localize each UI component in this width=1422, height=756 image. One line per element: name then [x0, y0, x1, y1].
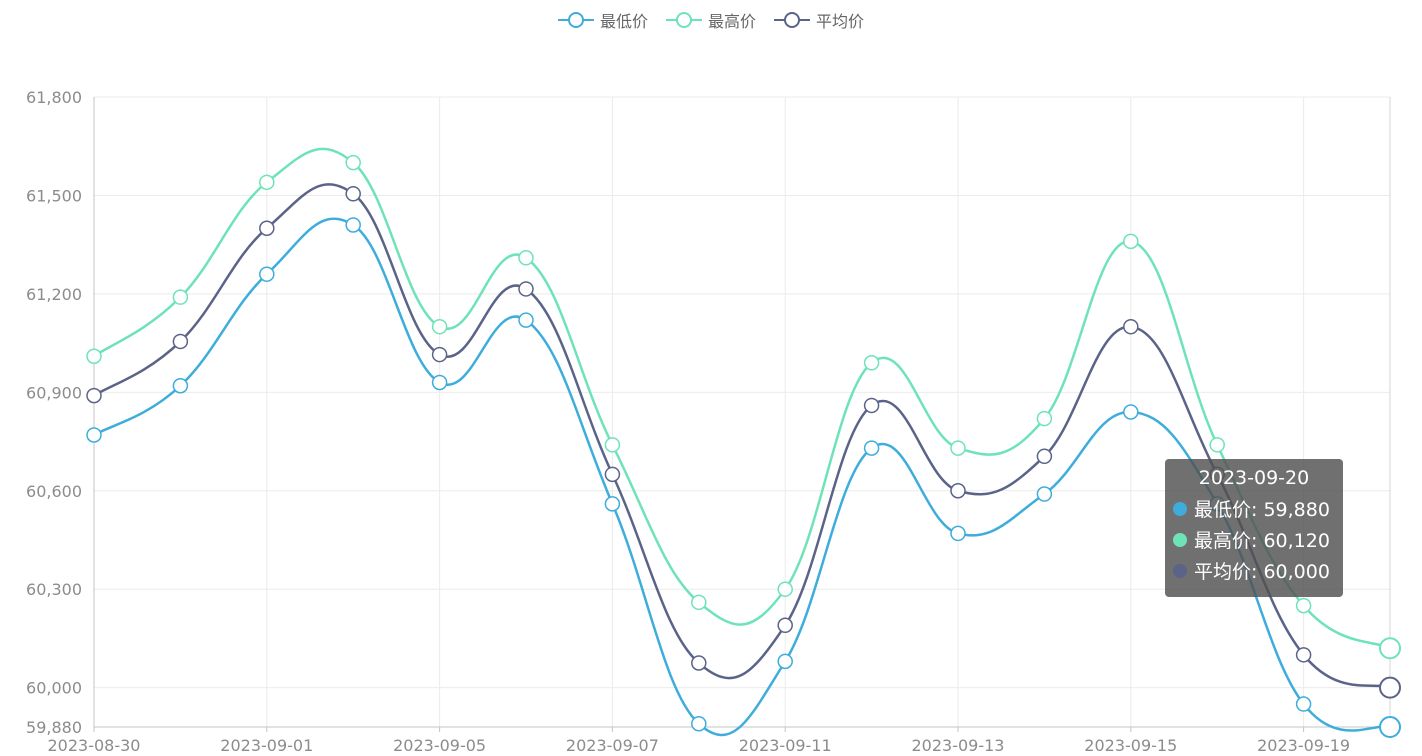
data-point: [518, 312, 534, 328]
x-tick-label: 2023-09-07: [566, 736, 659, 755]
data-point: [431, 318, 448, 335]
x-tick-label: 2023-09-19: [1257, 736, 1350, 755]
data-point: [1036, 448, 1053, 465]
data-point: [950, 525, 966, 542]
legend-line-circle-icon: [665, 12, 702, 28]
data-point: [172, 333, 189, 350]
legend-line-circle-icon: [774, 12, 810, 28]
legend-item-average[interactable]: 平均价: [774, 8, 864, 32]
series-line: [93, 217, 1391, 737]
data-point: [86, 348, 102, 364]
y-tick-label: 59,880: [26, 718, 82, 737]
data-point: [1123, 318, 1139, 335]
tooltip-value: 最高价: 60,120: [1194, 530, 1330, 552]
data-point: [518, 281, 534, 297]
series-dot-icon: [1173, 501, 1187, 516]
data-point: [259, 266, 275, 282]
data-point: [1295, 597, 1312, 614]
legend-label: 最高价: [707, 12, 756, 31]
grid: [93, 96, 1391, 728]
data-point: [1295, 696, 1312, 712]
series-dot-icon: [1173, 563, 1187, 578]
x-tick-label: 2023-09-15: [1084, 736, 1177, 755]
data-point: [863, 440, 880, 456]
data-point: [172, 289, 189, 305]
x-tick-label: 2023-09-05: [393, 736, 486, 755]
x-tick-label: 2023-09-01: [220, 736, 313, 755]
data-point: [691, 715, 707, 732]
series-dot-icon: [1173, 532, 1187, 547]
tooltip-value: 平均价: 60,000: [1194, 561, 1330, 583]
legend-item-lowest[interactable]: 最低价: [557, 8, 648, 32]
data-point: [691, 655, 707, 671]
data-point: [1295, 647, 1312, 663]
series-line: [93, 147, 1391, 650]
data-point: [950, 440, 966, 456]
axes: 59,880 60,000 60,300 60,600 60,900 61,200 61,5…: [26, 88, 1390, 755]
data-point: [1036, 410, 1053, 427]
data-point: [431, 346, 448, 363]
y-tick-label: 60,900: [26, 383, 82, 402]
x-tick-label: 2023-09-13: [912, 736, 1005, 755]
data-point: [1209, 437, 1225, 453]
legend-line-circle-icon: [557, 12, 594, 28]
data-point: [691, 594, 707, 611]
legend-label: 最低价: [599, 12, 648, 31]
legend: 最低价 最高价 平均价: [0, 8, 1422, 32]
y-tick-label: 60,300: [26, 580, 82, 599]
y-tick-label: 61,800: [26, 88, 82, 107]
data-point: [86, 387, 102, 404]
data-point: [1379, 716, 1401, 738]
series-line: [93, 183, 1391, 689]
data-point: [259, 220, 275, 236]
tooltip-value: 最低价: 59,880: [1194, 499, 1330, 521]
data-point: [777, 581, 793, 597]
data-point: [431, 374, 448, 391]
data-point: [777, 617, 793, 634]
tooltip: 2023-09-20 最低价: 59,880 最高价: 60,120 平均价: …: [1165, 459, 1343, 597]
data-point: [604, 437, 621, 453]
y-tick-label: 60,000: [26, 679, 82, 698]
data-point: [863, 397, 880, 414]
x-tick-label: 2023-09-11: [739, 736, 832, 755]
tooltip-row-average: 平均价: 60,000: [1173, 555, 1335, 586]
y-tick-label: 61,500: [26, 186, 82, 205]
data-point: [604, 496, 621, 512]
tooltip-row-highest: 最高价: 60,120: [1173, 524, 1335, 555]
y-tick-label: 60,600: [26, 482, 82, 501]
data-point: [345, 186, 361, 202]
legend-label: 平均价: [816, 12, 865, 31]
data-point: [259, 174, 275, 191]
data-point: [518, 250, 534, 266]
data-point: [1379, 676, 1401, 699]
data-point: [950, 483, 966, 499]
data-point: [345, 217, 361, 233]
data-point: [172, 378, 189, 394]
data-point: [345, 154, 361, 171]
tooltip-row-lowest: 最低价: 59,880: [1173, 493, 1335, 524]
data-point: [1036, 486, 1053, 502]
data-point: [777, 653, 793, 670]
x-tick-label: 2023-08-30: [48, 736, 141, 755]
data-point: [1123, 404, 1139, 420]
tooltip-date: 2023-09-20: [1198, 467, 1310, 489]
legend-item-highest[interactable]: 最高价: [665, 8, 756, 32]
series: [86, 147, 1401, 738]
data-point: [863, 355, 880, 371]
data-point: [86, 427, 102, 443]
data-point: [604, 466, 621, 483]
data-point: [1379, 637, 1401, 660]
data-point: [1123, 233, 1139, 250]
y-tick-label: 61,200: [26, 285, 82, 304]
